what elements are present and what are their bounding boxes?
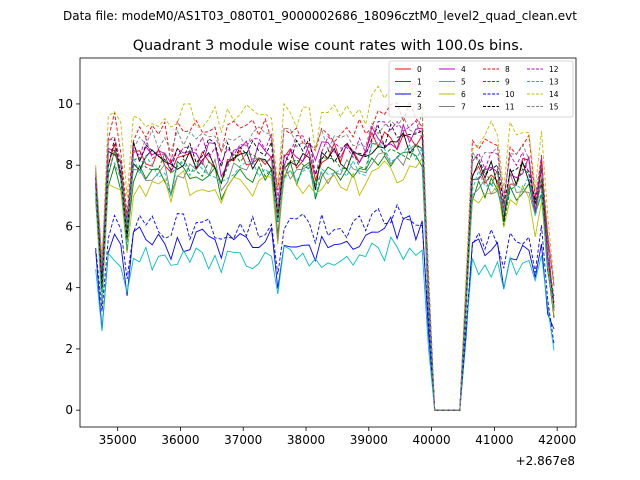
figure-suptitle: Data file: modeM0/AS1T03_080T01_90000026… xyxy=(63,9,577,23)
x-tick-label: 36000 xyxy=(161,433,199,447)
x-tick-label: 40000 xyxy=(413,433,451,447)
legend-label-2: 2 xyxy=(417,90,422,99)
y-tick-label: 8 xyxy=(65,158,73,172)
y-tick-label: 2 xyxy=(65,342,73,356)
chart-title: Quadrant 3 module wise count rates with … xyxy=(133,38,524,54)
legend-label-15: 15 xyxy=(549,103,559,112)
legend-label-6: 6 xyxy=(461,90,466,99)
legend-label-10: 10 xyxy=(505,90,515,99)
legend-label-7: 7 xyxy=(461,103,466,112)
y-tick-label: 6 xyxy=(65,219,73,233)
y-tick-label: 4 xyxy=(65,281,73,295)
series-line-11 xyxy=(95,123,555,411)
x-axis: 35000 36000 37000 38000 39000 40000 41000 42000 xyxy=(99,427,576,447)
y-tick-label: 10 xyxy=(58,97,73,111)
series-line-6 xyxy=(95,156,555,411)
y-tick-label: 0 xyxy=(65,403,73,417)
series-line-13 xyxy=(95,142,555,411)
axes-frame xyxy=(79,57,577,428)
legend-label-3: 3 xyxy=(417,103,422,112)
legend-frame xyxy=(388,60,574,118)
legend-label-11: 11 xyxy=(505,103,515,112)
legend-label-1: 1 xyxy=(417,78,422,87)
series-line-4 xyxy=(95,123,555,411)
series-line-8 xyxy=(95,100,555,411)
series-line-9 xyxy=(95,142,555,411)
series-line-1 xyxy=(95,151,555,411)
legend-label-5: 5 xyxy=(461,78,466,87)
series-line-2 xyxy=(95,215,555,411)
legend-label-12: 12 xyxy=(549,65,559,74)
legend-label-14: 14 xyxy=(549,90,559,99)
series-line-14 xyxy=(95,84,555,411)
y-axis: 0 2 4 6 8 10 xyxy=(58,97,80,417)
x-tick-label: 41000 xyxy=(475,433,513,447)
series-line-5 xyxy=(95,235,555,411)
series-line-15 xyxy=(95,113,555,411)
legend-label-9: 9 xyxy=(505,78,510,87)
legend-label-4: 4 xyxy=(461,65,466,74)
x-tick-label: 38000 xyxy=(287,433,325,447)
x-tick-label: 35000 xyxy=(99,433,137,447)
legend-label-8: 8 xyxy=(505,65,510,74)
series-line-10 xyxy=(95,203,555,411)
x-tick-label: 37000 xyxy=(224,433,262,447)
legend-label-0: 0 xyxy=(417,65,422,74)
x-offset-label: +2.867e8 xyxy=(516,454,575,468)
series-line-12 xyxy=(95,119,555,411)
legend-label-13: 13 xyxy=(549,78,559,87)
series-layer xyxy=(95,84,555,411)
x-tick-label: 42000 xyxy=(538,433,576,447)
x-tick-label: 39000 xyxy=(350,433,388,447)
